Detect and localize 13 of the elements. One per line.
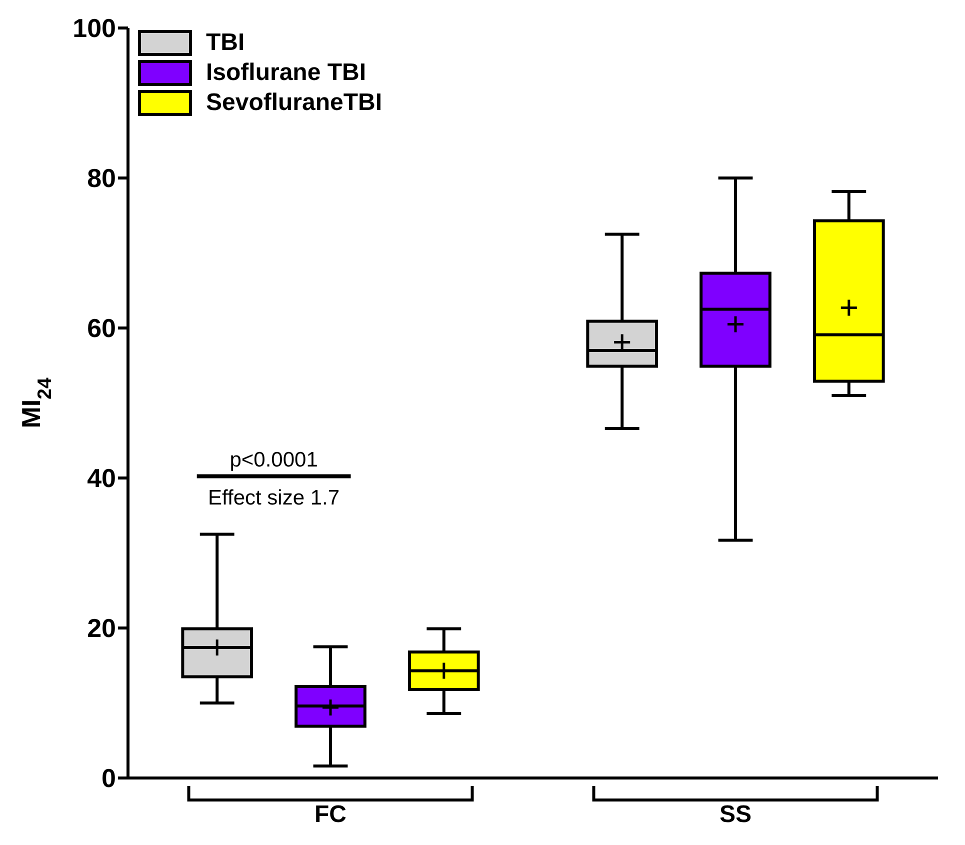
- legend-label: Isoflurane TBI: [206, 59, 366, 87]
- y-tick-label: 40: [87, 463, 116, 494]
- y-tick-label: 60: [87, 313, 116, 344]
- y-tick-label: 0: [102, 763, 116, 794]
- legend-label: TBI: [206, 29, 245, 57]
- legend-label: SevofluraneTBI: [206, 89, 382, 117]
- annotation: Effect size 1.7: [208, 486, 340, 510]
- y-tick-label: 80: [87, 163, 116, 194]
- x-tick-label: SS: [719, 801, 752, 828]
- y-tick-label: 100: [72, 13, 116, 44]
- x-tick-label: FC: [314, 801, 346, 828]
- y-tick-label: 20: [87, 613, 116, 644]
- annotation: p<0.0001: [230, 448, 318, 472]
